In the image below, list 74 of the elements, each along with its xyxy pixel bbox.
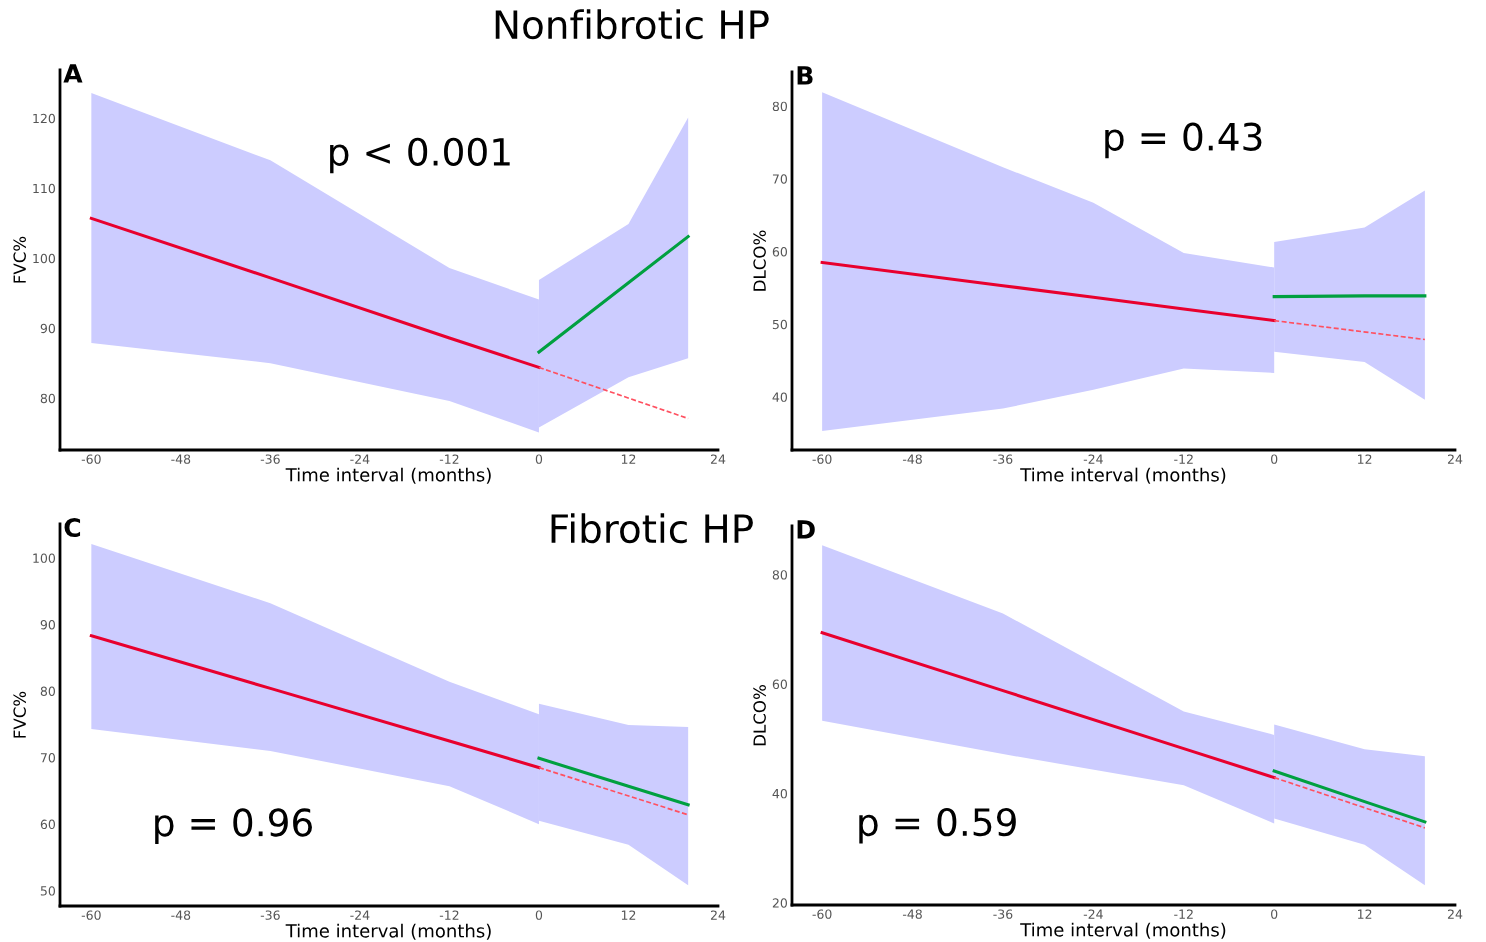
x-tick-label: -24 bbox=[1083, 454, 1103, 464]
y-tick-label: 70 bbox=[772, 174, 787, 184]
y-tick-label: 40 bbox=[772, 392, 787, 402]
annotation: A bbox=[63, 64, 83, 83]
line-series bbox=[820, 260, 1276, 323]
x-tick-label: -36 bbox=[993, 909, 1013, 919]
x-tick-label: 0 bbox=[535, 910, 543, 920]
x-tick-label: 0 bbox=[535, 454, 543, 464]
chart-title: Fibrotic HP bbox=[551, 513, 753, 544]
x-tick-label: 24 bbox=[710, 454, 726, 464]
y-tick-label: 80 bbox=[772, 570, 787, 580]
y-tick-label: 100 bbox=[33, 253, 55, 264]
line-series bbox=[89, 634, 541, 770]
y-tick-label: 80 bbox=[40, 686, 55, 696]
x-tick-label: 12 bbox=[621, 454, 636, 464]
y-tick-label: 50 bbox=[40, 886, 55, 896]
annotation: p = 0.43 bbox=[1105, 122, 1262, 159]
line-series bbox=[820, 631, 1276, 780]
x-tick-label: -24 bbox=[350, 910, 370, 920]
x-tick-label: -60 bbox=[812, 909, 832, 919]
x-tick-label: -24 bbox=[1083, 909, 1103, 919]
y-tick-label: 100 bbox=[33, 553, 55, 563]
x-tick-label: -60 bbox=[81, 910, 101, 920]
x-axis-title: Time interval (months) bbox=[1020, 922, 1226, 939]
annotation: p = 0.59 bbox=[859, 807, 1016, 844]
x-tick-label: -24 bbox=[350, 454, 370, 464]
annotation: C bbox=[64, 518, 81, 537]
y-axis-title: DLCO% bbox=[753, 685, 766, 746]
y-tick-label: 40 bbox=[772, 788, 787, 799]
x-tick-label: -48 bbox=[902, 909, 922, 919]
x-tick-label: -12 bbox=[1174, 454, 1193, 464]
x-tick-label: -48 bbox=[171, 454, 191, 464]
y-tick-label: 60 bbox=[40, 819, 55, 830]
y-tick-label: 80 bbox=[772, 101, 787, 112]
y-axis-title: FVC% bbox=[13, 236, 26, 283]
y-tick-label: 110 bbox=[33, 183, 55, 194]
annotation: B bbox=[797, 66, 813, 85]
x-axis-title: Time interval (months) bbox=[1020, 467, 1226, 484]
x-tick-label: -12 bbox=[439, 454, 459, 464]
y-axis-title: FVC% bbox=[13, 691, 26, 738]
x-tick-label: -12 bbox=[1174, 909, 1193, 919]
x-tick-label: 24 bbox=[1447, 909, 1463, 919]
y-tick-label: 60 bbox=[772, 247, 787, 257]
x-tick-label: -36 bbox=[993, 454, 1013, 464]
x-axis-title: Time interval (months) bbox=[285, 467, 491, 484]
x-tick-label: -48 bbox=[902, 454, 922, 464]
x-axis-title: Time interval (months) bbox=[285, 923, 491, 940]
x-tick-label: 24 bbox=[710, 910, 726, 920]
x-tick-label: -48 bbox=[171, 910, 191, 920]
x-tick-label: -36 bbox=[260, 454, 280, 464]
annotation: p = 0.96 bbox=[155, 808, 312, 844]
x-tick-label: 0 bbox=[1271, 454, 1278, 464]
x-tick-label: -12 bbox=[439, 910, 459, 920]
annotation: p < 0.001 bbox=[330, 137, 510, 174]
x-tick-label: 0 bbox=[1271, 909, 1278, 919]
y-axis-title: DLCO% bbox=[753, 230, 766, 291]
chart-title: Nonfibrotic HP bbox=[495, 9, 769, 40]
y-tick-label: 20 bbox=[772, 898, 787, 908]
annotation: D bbox=[797, 520, 815, 539]
x-tick-label: -36 bbox=[260, 910, 280, 920]
x-tick-label: 12 bbox=[1358, 454, 1372, 464]
y-tick-label: 70 bbox=[40, 753, 55, 763]
y-tick-label: 90 bbox=[40, 323, 55, 334]
y-tick-label: 60 bbox=[772, 679, 787, 689]
line-series bbox=[89, 216, 541, 369]
y-tick-label: 50 bbox=[772, 319, 787, 330]
x-tick-label: -60 bbox=[812, 454, 832, 464]
x-tick-label: 12 bbox=[1358, 909, 1372, 919]
y-tick-label: 120 bbox=[33, 113, 55, 124]
y-tick-label: 90 bbox=[40, 619, 55, 630]
x-tick-label: -60 bbox=[81, 454, 101, 464]
x-tick-label: 24 bbox=[1447, 454, 1463, 464]
y-tick-label: 80 bbox=[40, 393, 55, 404]
x-tick-label: 12 bbox=[621, 910, 636, 920]
